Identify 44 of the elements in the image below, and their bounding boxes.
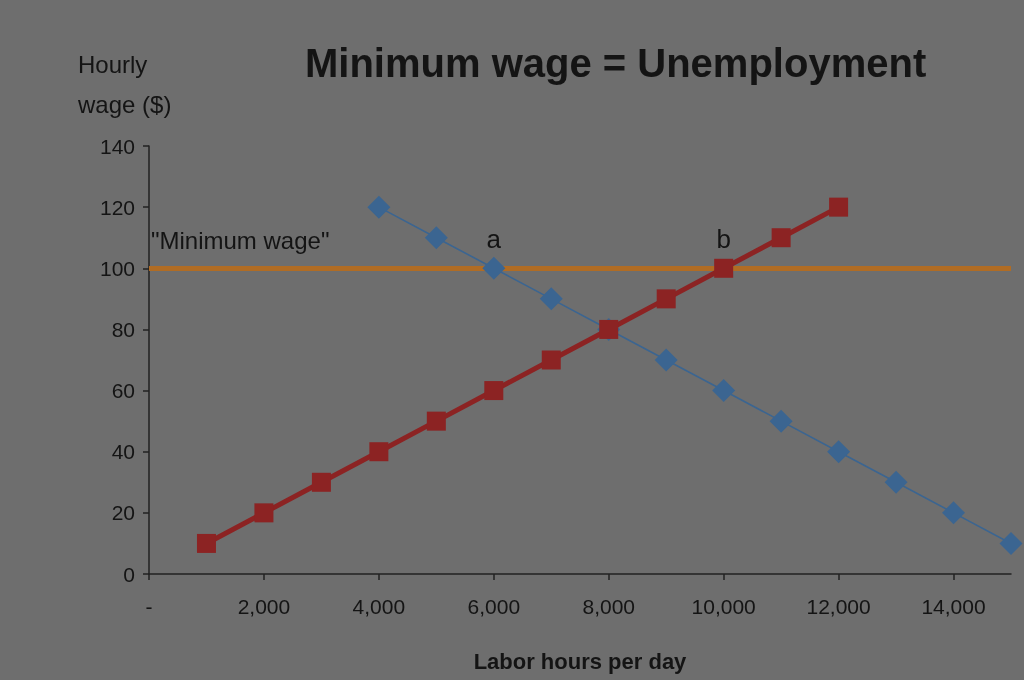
x-tick-label: 14,000	[921, 595, 986, 618]
y-tick-label: 80	[111, 317, 135, 341]
y-tick-label: 100	[99, 256, 135, 280]
point	[426, 411, 446, 431]
point	[942, 501, 966, 525]
point	[254, 503, 274, 523]
x-tick-label: 2,000	[237, 595, 291, 618]
point	[714, 258, 734, 278]
point	[482, 256, 506, 280]
x-tick-label: 10,000	[691, 595, 756, 618]
x-tick-label: 6,000	[467, 595, 521, 618]
y-tick-label: 60	[111, 379, 135, 403]
point	[369, 442, 389, 462]
point	[827, 440, 851, 464]
x-tick-label: -	[145, 595, 153, 618]
ref-line-label: "Minimum wage"	[151, 226, 330, 254]
point	[654, 348, 678, 372]
annotation: b	[716, 224, 731, 255]
point	[484, 381, 504, 401]
point	[771, 228, 791, 248]
x-tick-label: 8,000	[582, 595, 636, 618]
point	[712, 379, 736, 403]
y-tick-label: 120	[99, 195, 135, 219]
point	[999, 531, 1023, 555]
point	[311, 472, 331, 492]
point	[539, 287, 563, 311]
y-tick-label: 140	[99, 134, 135, 158]
x-tick-label: 4,000	[352, 595, 406, 618]
y-tick-label: 40	[111, 440, 135, 464]
point	[367, 195, 391, 219]
point	[769, 409, 793, 433]
x-axis-title: Labor hours per day	[473, 648, 688, 674]
annotation: a	[486, 224, 502, 255]
y-tick-label: 20	[111, 501, 135, 525]
y-axis-title: Hourly wage ($)	[77, 50, 172, 118]
point	[829, 197, 849, 217]
x-tick-label: 12,000	[806, 595, 871, 618]
point	[196, 533, 216, 553]
chart-title: Minimum wage = Unemployment	[305, 41, 927, 85]
point	[884, 470, 908, 494]
point	[541, 350, 561, 370]
point	[424, 226, 448, 250]
point	[656, 289, 676, 309]
y-tick-label: 0	[123, 562, 135, 586]
